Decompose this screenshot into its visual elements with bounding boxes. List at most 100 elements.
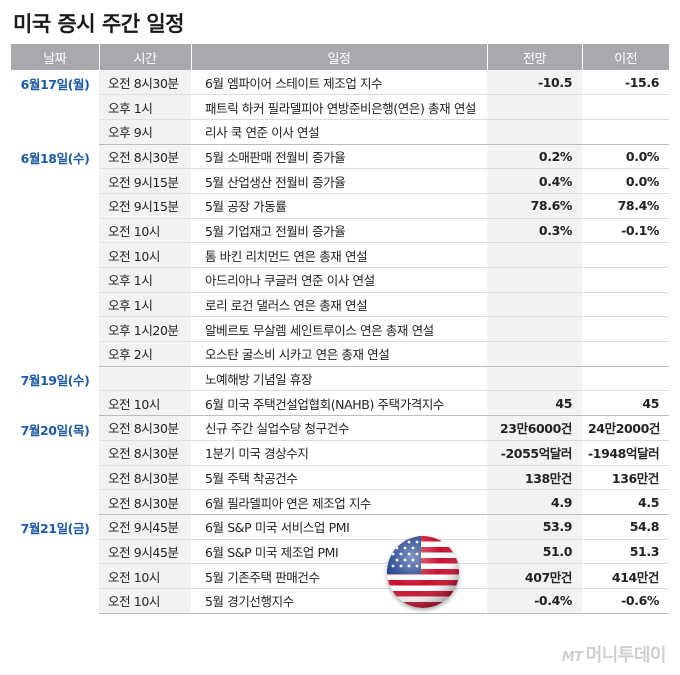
time-cell: 오전 9시45분 [99, 514, 191, 540]
table-row: 오후 1시 아드리아나 쿠글러 연준 이사 연설 [11, 267, 669, 293]
table-row: 오전 10시 톰 바킨 리치먼드 연은 총재 연설 [11, 242, 669, 268]
table-row: 6월17일(월) 오전 8시30분 6월 엠파이어 스테이트 제조업 지수 -10.5… [11, 70, 669, 96]
forecast-cell [487, 267, 582, 293]
previous-cell [582, 267, 669, 293]
time-cell: 오전 10시 [99, 588, 191, 614]
previous-cell: -0.6% [582, 588, 669, 614]
event-cell: 신규 주간 실업수당 청구건수 [191, 415, 487, 441]
table-row: 오전 9시15분 5월 산업생산 전월비 증가율 0.4% 0.0% [11, 168, 669, 194]
previous-cell: 0.0% [582, 168, 669, 194]
table-row: 7월20일(목) 오전 8시30분 신규 주간 실업수당 청구건수 23만6000건 2… [11, 415, 669, 441]
time-cell: 오후 1시 [99, 292, 191, 318]
table-row: 오후 1시 로리 로건 댈러스 연은 총재 연설 [11, 292, 669, 318]
previous-cell: 51.3 [582, 539, 669, 565]
event-cell: 톰 바킨 리치먼드 연은 총재 연설 [191, 242, 487, 268]
time-cell: 오전 8시30분 [99, 70, 191, 96]
time-cell: 오전 10시 [99, 218, 191, 244]
table-row: 오전 8시30분 1분기 미국 경상수지 -2055억달러 -1948억달러 [11, 440, 669, 466]
event-cell: 5월 산업생산 전월비 증가율 [191, 168, 487, 194]
event-cell: 5월 공장 가동률 [191, 193, 487, 219]
time-cell: 오전 8시30분 [99, 465, 191, 491]
logo-mark: MT [561, 650, 583, 665]
forecast-cell [487, 94, 582, 120]
forecast-cell: 53.9 [487, 514, 582, 540]
time-cell: 오전 9시15분 [99, 193, 191, 219]
previous-cell: 136만건 [582, 465, 669, 491]
forecast-cell [487, 119, 582, 145]
date-cell: 6월18일(수) [20, 151, 90, 167]
event-cell: 6월 필라델피아 연은 제조업 지수 [191, 489, 487, 515]
date-cell: 7월21일(금) [20, 521, 90, 537]
event-cell: 5월 기업재고 전월비 증가율 [191, 218, 487, 244]
forecast-cell: 407만건 [487, 563, 582, 589]
previous-cell: -15.6 [582, 70, 669, 96]
event-cell: 패트릭 하커 필라델피아 연방준비은행(연은) 총재 연설 [191, 94, 487, 120]
time-cell: 오후 1시 [99, 267, 191, 293]
previous-cell: -1948억달러 [582, 440, 669, 466]
table-row: 오전 8시30분 6월 필라델피아 연은 제조업 지수 4.9 4.5 [11, 489, 669, 515]
header-time: 시간 [98, 44, 191, 70]
time-cell: 오전 9시15분 [99, 168, 191, 194]
forecast-cell: 45 [487, 390, 582, 417]
schedule-table: 날짜 시간 일정 전망 이전 6월17일(월) 오전 8시30분 6월 엠파이어 스… [11, 44, 669, 614]
forecast-cell: -2055억달러 [487, 440, 582, 466]
time-cell: 오전 10시 [99, 563, 191, 589]
time-cell: 오전 10시 [99, 390, 191, 417]
logo-text: 머니투데이 [585, 645, 667, 666]
date-cell: 6월17일(월) [20, 77, 90, 92]
event-cell: 5월 소매판매 전월비 증가율 [191, 144, 487, 170]
previous-cell [582, 366, 669, 392]
forecast-cell: 0.3% [487, 218, 582, 244]
event-cell: 아드리아나 쿠글러 연준 이사 연설 [191, 267, 487, 293]
previous-cell [582, 242, 669, 268]
previous-cell: 24만2000건 [582, 415, 669, 441]
table-row: 오후 2시 오스탄 굴스비 시카고 연은 총재 연설 [11, 341, 669, 367]
time-cell: 오전 8시30분 [99, 489, 191, 515]
event-cell: 5월 주택 착공건수 [191, 465, 487, 491]
table-row: 6월18일(수) 오전 8시30분 5월 소매판매 전월비 증가율 0.2% 0.0% [11, 144, 669, 170]
forecast-cell: 51.0 [487, 539, 582, 565]
event-cell: 6월 엠파이어 스테이트 제조업 지수 [191, 70, 487, 96]
brand-logo: MT 머니투데이 [561, 641, 667, 667]
previous-cell [582, 316, 669, 343]
forecast-cell [487, 242, 582, 268]
header-date: 날짜 [11, 44, 99, 70]
us-flag-icon [387, 536, 459, 608]
table-row: 오후 1시20분 알베르토 무살렘 세인트루이스 연은 총재 연설 [11, 316, 669, 343]
previous-cell: -0.1% [582, 218, 669, 244]
forecast-cell: 23만6000건 [487, 415, 582, 441]
table-row: 오전 10시 5월 기존주택 판매건수 407만건 414만건 [11, 563, 669, 589]
forecast-cell: 0.2% [487, 144, 582, 170]
previous-cell [582, 292, 669, 318]
table-row: 오후 9시 리사 쿡 연준 이사 연설 [11, 119, 669, 145]
previous-cell: 54.8 [582, 514, 669, 540]
time-cell: 오후 1시20분 [99, 316, 191, 343]
table-row: 오전 10시 6월 미국 주택건설업협회(NAHB) 주택가격지수 45 45 [11, 390, 669, 417]
forecast-cell [487, 292, 582, 318]
table-row: 오전 9시15분 5월 공장 가동률 78.6% 78.4% [11, 193, 669, 219]
time-cell: 오후 1시 [99, 94, 191, 120]
table-row: 7월21일(금) 오전 9시45분 6월 S&P 미국 서비스업 PMI 53.9 54… [11, 514, 669, 540]
table-row: 7월19일(수) 노예해방 기념일 휴장 [11, 366, 669, 392]
table-header-row: 날짜 시간 일정 전망 이전 [11, 44, 669, 70]
forecast-cell: 78.6% [487, 193, 582, 219]
forecast-cell: -10.5 [487, 70, 582, 96]
event-cell: 리사 쿡 연준 이사 연설 [191, 119, 487, 145]
header-event: 일정 [190, 44, 487, 70]
time-cell: 오전 8시30분 [99, 144, 191, 170]
table-row: 오전 9시45분 6월 S&P 미국 제조업 PMI 51.0 51.3 [11, 539, 669, 565]
header-forecast: 전망 [486, 44, 582, 70]
previous-cell: 78.4% [582, 193, 669, 219]
previous-cell: 0.0% [582, 144, 669, 170]
date-cell: 7월20일(목) [20, 422, 90, 438]
event-cell: 노예해방 기념일 휴장 [191, 366, 487, 392]
event-cell: 6월 S&P 미국 서비스업 PMI [191, 514, 487, 540]
time-cell [99, 366, 191, 392]
time-cell: 오후 2시 [99, 341, 191, 367]
previous-cell [582, 341, 669, 367]
table-row: 오전 8시30분 5월 주택 착공건수 138만건 136만건 [11, 465, 669, 491]
event-cell: 오스탄 굴스비 시카고 연은 총재 연설 [191, 341, 487, 367]
event-cell: 1분기 미국 경상수지 [191, 440, 487, 466]
time-cell: 오전 10시 [99, 242, 191, 268]
previous-cell: 4.5 [582, 489, 669, 515]
